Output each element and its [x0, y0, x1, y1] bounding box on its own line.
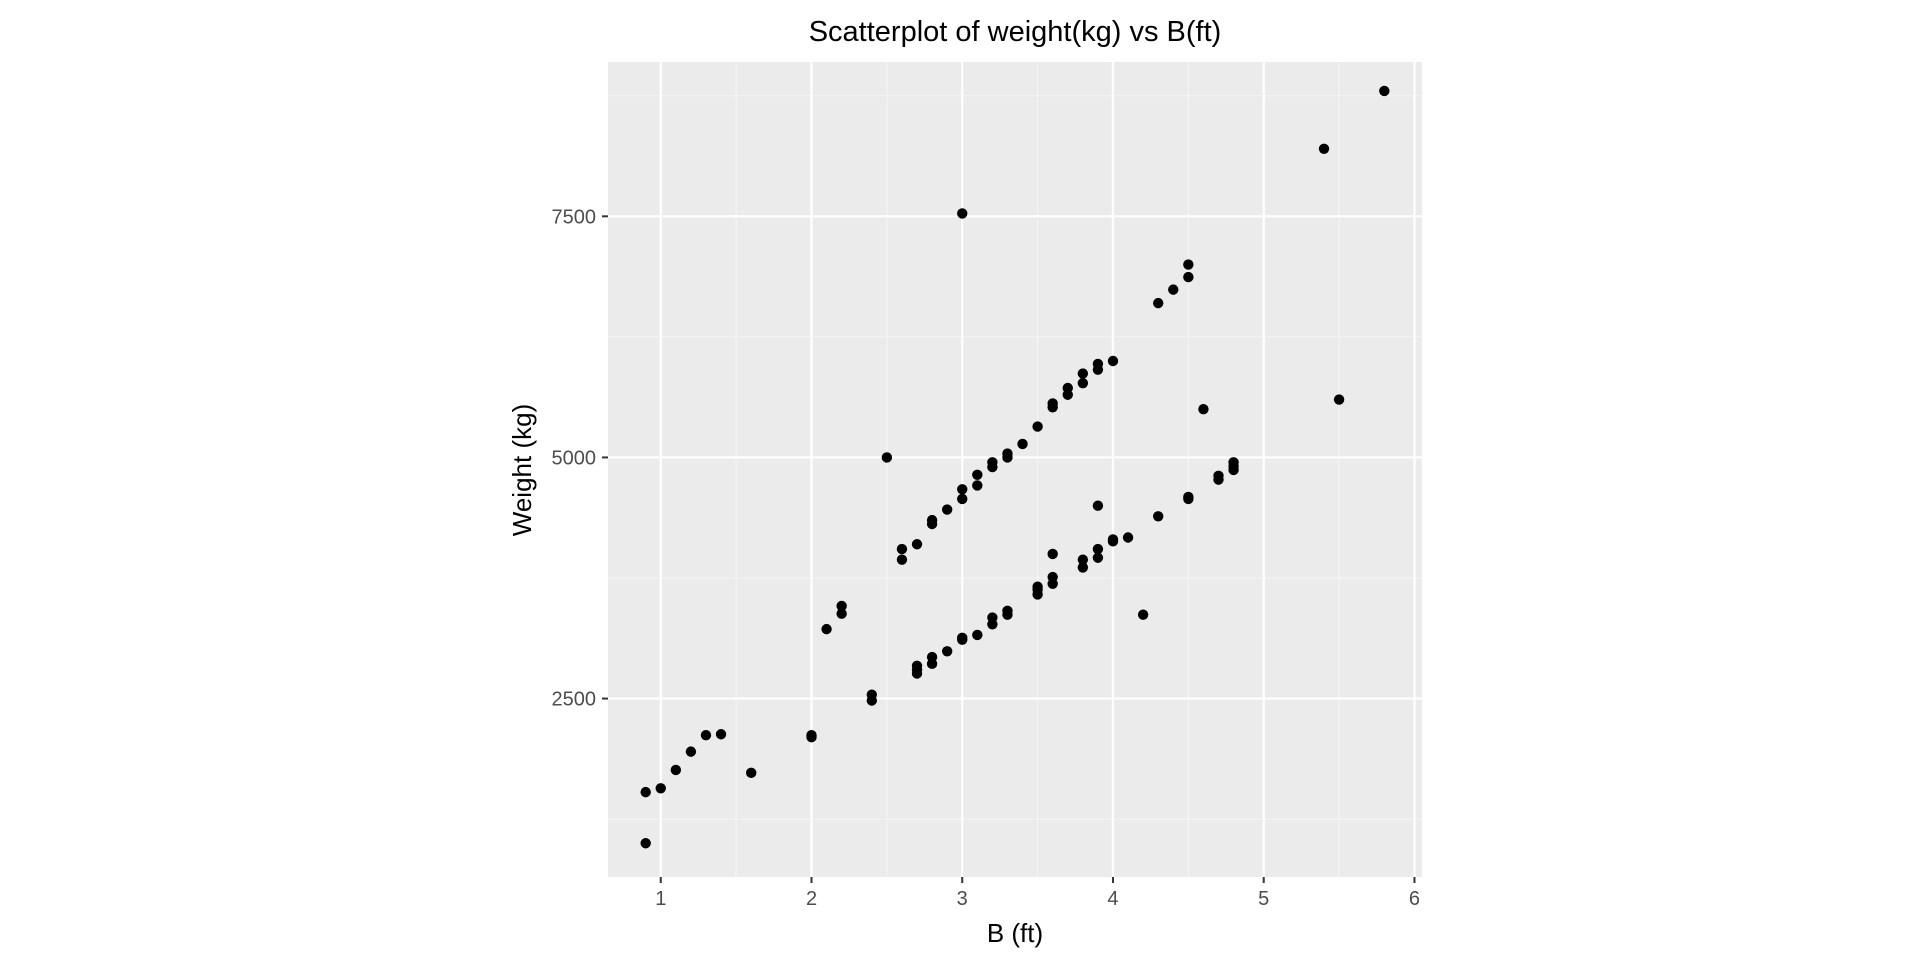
- data-point: [957, 208, 968, 219]
- data-point: [1002, 448, 1013, 459]
- data-point: [987, 612, 998, 623]
- data-point: [1077, 554, 1089, 565]
- data-point: [1092, 500, 1104, 511]
- x-tick-label: 4: [1107, 888, 1118, 910]
- data-point: [1153, 297, 1164, 309]
- y-axis-ticks: 2500 5000 7500: [552, 206, 608, 711]
- data-point: [1198, 404, 1209, 415]
- data-point: [685, 746, 697, 757]
- data-point: [1047, 571, 1058, 583]
- data-point: [655, 783, 666, 794]
- data-point: [670, 764, 682, 776]
- x-tick-label: 2: [806, 888, 817, 910]
- data-point: [972, 480, 983, 491]
- x-tick-label: 6: [1409, 888, 1420, 910]
- y-tick-label: 5000: [552, 447, 597, 469]
- data-point: [836, 600, 847, 612]
- data-point: [881, 452, 893, 463]
- data-point: [957, 484, 968, 495]
- y-tick-label: 2500: [552, 689, 597, 711]
- data-point: [1183, 259, 1194, 270]
- y-axis-title: Weight (kg): [507, 404, 537, 536]
- data-point: [911, 660, 923, 671]
- x-axis-ticks: 1 2 3 4 5 6: [655, 877, 1420, 910]
- data-point: [941, 646, 953, 657]
- grid-minor-lines: [608, 62, 1422, 877]
- data-point: [1047, 398, 1058, 409]
- data-point: [941, 504, 953, 515]
- data-point: [896, 554, 908, 565]
- data-point: [866, 689, 877, 700]
- data-point: [1032, 421, 1043, 432]
- data-point: [1228, 457, 1239, 468]
- data-point: [957, 632, 968, 644]
- data-point: [1318, 143, 1330, 155]
- data-point: [911, 539, 923, 550]
- data-point: [972, 629, 983, 641]
- chart-title: Scatterplot of weight(kg) vs B(ft): [809, 16, 1222, 48]
- data-point: [1168, 284, 1179, 295]
- y-tick-label: 7500: [552, 206, 597, 228]
- x-axis-title: B (ft): [987, 918, 1043, 948]
- data-point: [1107, 355, 1119, 367]
- data-point: [1122, 532, 1134, 543]
- data-point: [806, 730, 817, 741]
- data-point: [640, 838, 651, 849]
- data-point: [1379, 85, 1390, 97]
- data-point: [926, 514, 938, 526]
- data-point: [1183, 491, 1194, 503]
- data-point: [1077, 377, 1089, 389]
- data-point: [715, 729, 727, 740]
- data-point: [926, 651, 938, 663]
- data-point: [1077, 368, 1089, 379]
- data-point: [1002, 605, 1013, 616]
- data-point: [972, 469, 983, 481]
- data-point: [1153, 511, 1164, 522]
- data-point: [1092, 543, 1104, 555]
- data-point: [700, 730, 712, 741]
- x-tick-label: 3: [957, 888, 968, 910]
- x-tick-label: 1: [655, 888, 666, 910]
- data-point: [1183, 271, 1194, 283]
- data-point: [1107, 534, 1119, 545]
- data-point: [1032, 581, 1043, 592]
- data-point: [1333, 394, 1345, 405]
- data-point: [987, 457, 998, 468]
- data-point: [1092, 358, 1104, 370]
- data-point: [1137, 609, 1149, 620]
- data-point: [1017, 438, 1028, 450]
- data-point: [1062, 382, 1073, 394]
- data-point: [746, 767, 757, 779]
- data-point: [1077, 562, 1089, 573]
- grid-major-lines: [608, 62, 1422, 877]
- data-points: [640, 85, 1390, 849]
- data-point: [836, 608, 847, 619]
- data-point: [1213, 470, 1224, 481]
- x-tick-label: 5: [1258, 888, 1269, 910]
- data-point: [1047, 548, 1058, 560]
- plot-panel: [608, 62, 1422, 877]
- data-point: [1092, 552, 1104, 563]
- data-point: [640, 786, 651, 798]
- data-point: [896, 543, 908, 555]
- data-point: [821, 623, 832, 635]
- data-point: [957, 493, 968, 505]
